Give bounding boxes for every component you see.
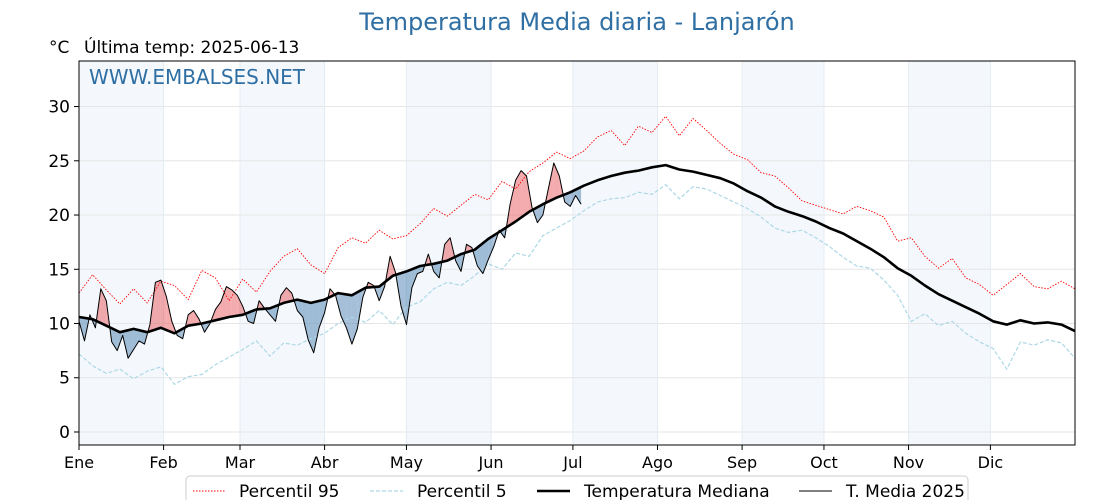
anomaly-fill bbox=[515, 170, 522, 222]
anomaly-fill bbox=[248, 310, 254, 324]
plot-frame bbox=[78, 60, 1076, 446]
anomaly-fill bbox=[237, 295, 243, 316]
anomaly-fill bbox=[411, 267, 418, 288]
anomaly-fill bbox=[521, 170, 527, 218]
legend-label-t-media-2025: T. Media 2025 bbox=[845, 482, 965, 500]
month-band-mar bbox=[239, 61, 325, 445]
last-temp-label: Última temp: 2025-06-13 bbox=[84, 38, 300, 58]
legend-label-percentil-5: Percentil 5 bbox=[417, 482, 507, 500]
month-band-sep bbox=[742, 61, 824, 445]
anomaly-fill bbox=[455, 254, 461, 272]
anomaly-fill bbox=[193, 310, 200, 325]
anomaly-fill bbox=[226, 286, 232, 318]
anomaly-fill bbox=[575, 187, 582, 205]
x-tick-label: Feb bbox=[149, 453, 177, 472]
y-tick-label: 30 bbox=[48, 98, 70, 118]
anomaly-fill bbox=[308, 302, 314, 353]
anomaly-fill bbox=[302, 300, 309, 340]
anomaly-fill bbox=[482, 238, 489, 274]
x-tick-label: Ene bbox=[64, 453, 94, 472]
month-band-ene bbox=[79, 61, 164, 445]
x-tick-label: Mar bbox=[225, 453, 256, 472]
y-tick-label: 15 bbox=[48, 260, 70, 280]
y-tick-label: 20 bbox=[48, 206, 70, 226]
anomaly-fill bbox=[133, 328, 139, 350]
anomaly-fill bbox=[477, 243, 483, 274]
watermark-text: WWW.EMBALSES.NET bbox=[89, 65, 306, 89]
x-tick-label: Nov bbox=[893, 453, 924, 472]
x-tick-label: Jun bbox=[478, 453, 504, 472]
anomaly-fill bbox=[537, 204, 543, 223]
anomaly-fill bbox=[297, 299, 303, 317]
anomaly-fill bbox=[231, 289, 238, 317]
anomaly-fill bbox=[406, 269, 412, 325]
anomaly-fill bbox=[111, 328, 118, 351]
anomaly-fill bbox=[286, 287, 292, 303]
anomaly-fill bbox=[319, 299, 325, 328]
x-tick-label: Ago bbox=[642, 453, 673, 472]
chart-title: Temperatura Media diaria - Lanjarón bbox=[359, 8, 795, 36]
x-tick-label: Dic bbox=[978, 453, 1004, 472]
legend-label-percentil-95: Percentil 95 bbox=[239, 482, 339, 500]
anomaly-fill bbox=[215, 301, 221, 321]
y-tick-label: 25 bbox=[48, 152, 70, 172]
anomaly-fill bbox=[280, 287, 287, 304]
anomaly-fill bbox=[570, 189, 576, 207]
series-line-t-media-2025 bbox=[78, 162, 582, 359]
legend-label-temperatura-mediana: Temperatura Mediana bbox=[583, 482, 770, 500]
anomaly-fill bbox=[166, 296, 172, 333]
series-line-percentil-5 bbox=[78, 183, 1076, 386]
anomaly-fill bbox=[341, 293, 347, 328]
anomaly-fill bbox=[488, 235, 494, 260]
anomaly-fill bbox=[510, 180, 516, 225]
y-axis-unit-label: °C bbox=[49, 38, 70, 58]
anomaly-fill bbox=[553, 163, 560, 199]
month-band-nov bbox=[908, 61, 991, 445]
anomaly-fill bbox=[270, 306, 276, 322]
anomaly-fill bbox=[444, 237, 451, 262]
legend-box bbox=[185, 475, 969, 500]
y-tick-label: 10 bbox=[48, 315, 70, 335]
y-tick-label: 0 bbox=[59, 423, 70, 443]
anomaly-fill bbox=[155, 280, 161, 330]
anomaly-fill bbox=[313, 300, 320, 353]
anomaly-fill bbox=[139, 330, 145, 345]
y-tick-label: 5 bbox=[59, 369, 70, 389]
anomaly-fill bbox=[220, 286, 227, 319]
legend: Percentil 95 Percentil 5 Temperatura Media… bbox=[185, 475, 969, 500]
x-tick-label: Jul bbox=[562, 453, 582, 472]
anomaly-fill bbox=[351, 292, 358, 345]
anomaly-fill bbox=[401, 271, 407, 325]
anomaly-fill bbox=[548, 163, 554, 202]
x-tick-label: Oct bbox=[810, 453, 838, 472]
x-tick-label: Abr bbox=[311, 453, 339, 472]
anomaly-fill bbox=[433, 262, 440, 278]
month-band-jul bbox=[572, 61, 658, 445]
x-tick-label: May bbox=[390, 453, 423, 472]
x-tick-label: Sep bbox=[727, 453, 757, 472]
